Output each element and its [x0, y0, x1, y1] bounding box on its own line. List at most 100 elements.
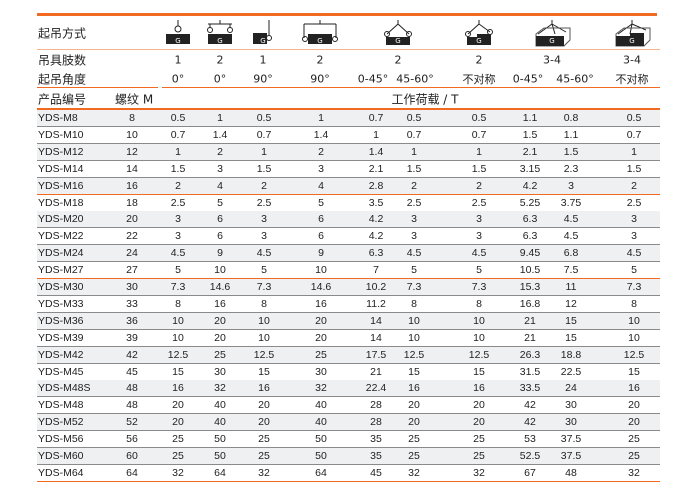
lifting-method-label: 起吊方式 [38, 26, 87, 41]
working-load: 3.75 [560, 196, 582, 209]
working-load: 3 [568, 179, 574, 192]
working-load: 4.2 [368, 230, 384, 243]
working-load: 15 [565, 331, 577, 344]
table-row: YDS-M52 52 20 40 20 40 28 20 20 42 30 20 [37, 414, 660, 432]
working-load: 20 [315, 314, 327, 327]
working-load: 67 [524, 466, 536, 479]
divider [37, 108, 660, 110]
product-code: YDS-M24 [38, 247, 84, 260]
working-load: 42 [524, 399, 536, 412]
lifting-angle: 0° [171, 72, 185, 86]
working-load: 7.3 [170, 281, 186, 293]
table-row: YDS-M8 8 0.5 1 0.5 1 0.7 0.5 0.5 1.1 0.8 0.5 [37, 110, 660, 127]
working-load: 1.1 [563, 128, 579, 141]
working-load: 3 [175, 213, 181, 226]
lifting-angle: 0-45° [357, 72, 389, 86]
working-load: 4.5 [563, 213, 579, 226]
working-load: 31.5 [519, 365, 541, 378]
working-load: 32 [473, 466, 485, 479]
working-load: 2 [217, 145, 223, 158]
divider [37, 49, 660, 50]
single-vertical-lift-icon: G [166, 20, 190, 45]
working-load: 16 [473, 382, 485, 395]
lifting-angle: 不对称 [462, 73, 496, 86]
thread-size: 10 [126, 128, 138, 141]
working-load: 10 [628, 314, 640, 327]
working-load: 25 [172, 433, 184, 446]
working-load: 0.7 [626, 128, 642, 141]
working-load: 1.4 [368, 145, 384, 158]
working-load: 12 [565, 297, 577, 310]
working-load: 0.5 [406, 112, 422, 124]
working-load: 25 [473, 450, 485, 462]
working-load: 32 [214, 382, 226, 395]
working-load: 2.8 [368, 179, 384, 192]
working-load: 9 [318, 247, 324, 260]
working-load: 1.4 [313, 128, 329, 141]
working-load: 6 [318, 230, 324, 243]
working-load: 4.5 [471, 247, 487, 260]
working-load: 25 [628, 433, 640, 446]
working-load: 20 [628, 399, 640, 412]
working-load: 35 [370, 433, 382, 446]
working-load: 16.8 [519, 297, 541, 310]
working-load: 15 [565, 314, 577, 327]
working-load: 1 [318, 112, 324, 124]
working-load: 15 [172, 365, 184, 378]
working-load: 1 [373, 128, 379, 141]
working-load: 6.3 [522, 213, 538, 226]
working-load: 10 [408, 314, 420, 327]
working-load: 30 [565, 399, 577, 412]
working-load: 40 [214, 399, 226, 412]
working-load: 3 [631, 230, 637, 243]
working-load: 3 [261, 213, 267, 226]
working-load: 6 [217, 230, 223, 243]
working-load: 1.1 [522, 112, 538, 124]
working-load: 30 [214, 365, 226, 378]
table-row: YDS-M20 20 3 6 3 6 4.2 3 3 6.3 4.5 3 [37, 211, 660, 229]
table-row: YDS-M18 18 2.5 5 2.5 5 3.5 2.5 2.5 5.25 3.75 2.5 [37, 195, 660, 212]
working-load: 18.8 [560, 348, 582, 361]
product-code: YDS-M42 [38, 348, 84, 361]
working-load: 3 [261, 230, 267, 243]
working-load: 20 [214, 314, 226, 327]
working-load: 1 [411, 145, 417, 158]
thread-size: 36 [126, 314, 138, 327]
working-load: 20 [172, 399, 184, 412]
working-load: 16 [315, 297, 327, 310]
working-load: 0.5 [256, 112, 272, 124]
working-load: 30 [565, 416, 577, 429]
working-load: 14 [370, 331, 382, 344]
working-load: 20 [214, 331, 226, 344]
product-code: YDS-M18 [38, 196, 84, 209]
working-load: 3 [318, 162, 324, 175]
double-vertical-lift-icon: G [207, 20, 233, 45]
working-load: 4.2 [368, 213, 384, 226]
table-row: YDS-M56 56 25 50 25 50 35 25 25 53 37.5 25 [37, 431, 660, 449]
working-load: 6 [217, 213, 223, 226]
working-load: 32 [628, 466, 640, 479]
working-load: 8 [411, 297, 417, 310]
working-load: 32 [258, 466, 270, 479]
leg-count: 3-4 [543, 53, 561, 67]
single-side-lift-icon: G [253, 20, 272, 45]
working-load: 50 [315, 433, 327, 446]
divider [162, 87, 660, 88]
working-load: 25 [214, 348, 226, 361]
table-row: YDS-M27 27 5 10 5 10 7 5 5 10.5 7.5 5 [37, 262, 660, 280]
working-load: 50 [214, 450, 226, 462]
working-load: 64 [214, 466, 226, 479]
working-load: 4.5 [256, 247, 272, 260]
working-load: 35 [370, 450, 382, 462]
working-load: 10 [214, 264, 226, 277]
working-load: 10 [172, 331, 184, 344]
working-load: 3 [631, 213, 637, 226]
working-load: 20 [473, 416, 485, 429]
working-load: 2 [261, 179, 267, 192]
working-load: 20 [258, 399, 270, 412]
table-row: YDS-M48 48 20 40 20 40 28 20 20 42 30 20 [37, 397, 660, 415]
working-load: 5.25 [519, 196, 541, 209]
working-load: 2.1 [522, 145, 538, 158]
working-load: 2 [476, 179, 482, 192]
working-load: 0.5 [170, 112, 186, 124]
